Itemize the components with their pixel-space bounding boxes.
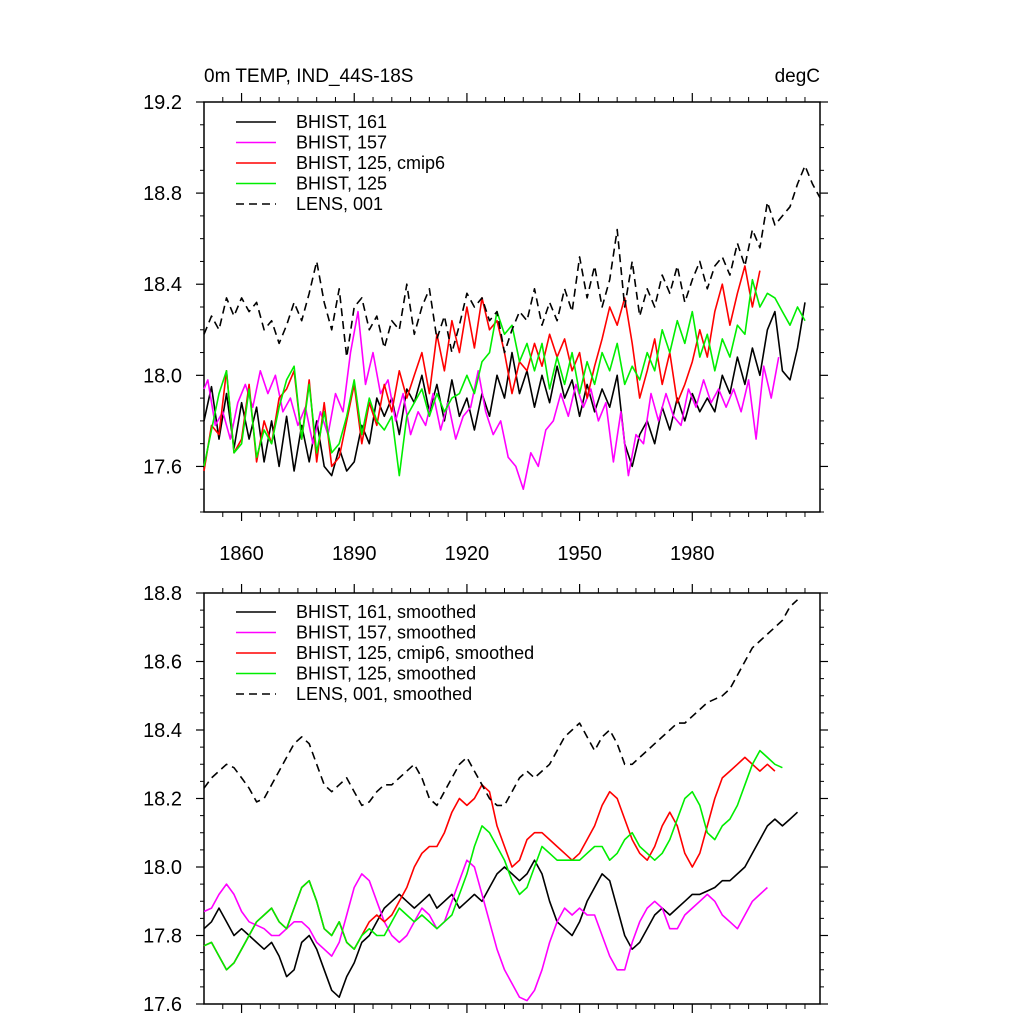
x-tick-label: 1860	[219, 543, 264, 565]
legend-label: BHIST, 125, cmip6	[296, 153, 445, 173]
panel-smoothed: 17.6 17.8 18.0 18.2 18.4 18.6 18.8 BHIST, 161,…	[143, 583, 828, 1016]
x-tick-label: 1920	[445, 543, 490, 565]
y-tick-label: 18.2	[143, 789, 182, 811]
series-line-4	[203, 278, 806, 477]
y-tick-label: 18.4	[143, 274, 182, 296]
series-line-2	[203, 859, 768, 1002]
y-tick-label: 17.6	[143, 456, 182, 478]
y-tick-label: 19.2	[143, 92, 182, 114]
series-line-3	[203, 265, 761, 472]
series-line-2	[203, 310, 780, 491]
legend-label: BHIST, 157, smoothed	[296, 623, 476, 643]
x-tick-label: 1950	[557, 543, 602, 565]
series-line-4	[203, 749, 783, 971]
legend-label: LENS, 001	[296, 194, 383, 214]
axis-ticks: 17.6 18.0 18.4 18.8 19.2 1860 1890 1920 1950 1980	[143, 92, 828, 565]
y-tick-label: 17.8	[143, 926, 182, 948]
y-tick-label: 18.0	[143, 857, 182, 879]
series-line-1	[203, 811, 799, 999]
panel-raw: 0m TEMP, IND_44S-18S degC 17.6 18.0 18.4 18…	[143, 66, 828, 565]
series-group	[203, 599, 799, 1002]
legend-label: BHIST, 157	[296, 133, 387, 153]
units-label: degC	[775, 66, 820, 87]
chart-title: 0m TEMP, IND_44S-18S	[204, 66, 413, 87]
y-tick-label: 17.6	[143, 994, 182, 1016]
x-tick-label: 1890	[332, 543, 377, 565]
y-tick-label: 18.8	[143, 583, 182, 605]
legend-label: BHIST, 161, smoothed	[296, 602, 476, 622]
series-line-5	[203, 165, 821, 358]
y-tick-label: 18.6	[143, 652, 182, 674]
axis-ticks: 17.6 17.8 18.0 18.2 18.4 18.6 18.8	[143, 583, 828, 1016]
y-tick-label: 18.0	[143, 365, 182, 387]
legend-label: BHIST, 125, smoothed	[296, 664, 476, 684]
legend-label: BHIST, 125, cmip6, smoothed	[296, 643, 534, 663]
legend-label: LENS, 001, smoothed	[296, 684, 472, 704]
series-line-3	[203, 756, 776, 971]
series-group	[203, 165, 821, 491]
y-tick-label: 18.8	[143, 183, 182, 205]
legend-label: BHIST, 125	[296, 174, 387, 194]
legend-label: BHIST, 161	[296, 112, 387, 132]
series-line-1	[203, 302, 806, 477]
y-tick-label: 18.4	[143, 720, 182, 742]
series-line-5	[203, 599, 799, 807]
x-tick-label: 1980	[670, 543, 715, 565]
